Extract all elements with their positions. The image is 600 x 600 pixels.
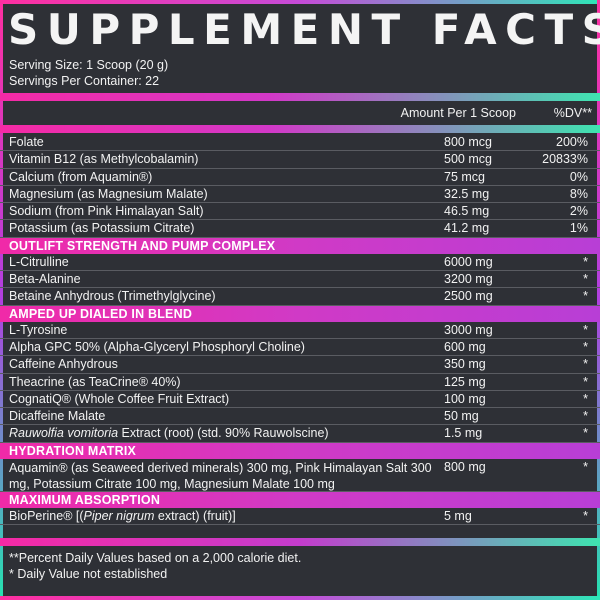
nutrient-amount: 32.5 mg — [444, 186, 490, 201]
table-row: L-Citrulline 6000 mg * — [0, 254, 600, 272]
nutrient-dv: 8% — [569, 186, 588, 201]
ingredient-dv: * — [583, 289, 588, 304]
table-row: Calcium (from Aquamin®) 75 mcg 0% — [0, 169, 600, 186]
ingredient-dv: * — [583, 322, 588, 337]
ingredient-dv: * — [583, 254, 588, 269]
table-row: Theacrine (as TeaCrine® 40%) 125 mg * — [0, 374, 600, 391]
serving-size: Serving Size: 1 Scoop (20 g) — [9, 58, 169, 72]
table-row: Beta-Alanine 3200 mg * — [0, 271, 600, 289]
nutrient-dv: 200% — [556, 135, 588, 149]
ingredient-dv: * — [583, 459, 588, 474]
nutrient-name: Folate — [9, 135, 44, 149]
nutrient-table: Folate 800 mcg 200% Vitamin B12 (as Meth… — [0, 134, 600, 526]
nutrient-name: Calcium (from Aquamin®) — [9, 169, 153, 184]
nutrient-dv: 1% — [569, 221, 588, 236]
ingredient-name: Dicaffeine Malate — [9, 409, 106, 424]
table-row: Dicaffeine Malate 50 mg * — [0, 408, 600, 426]
botanical-name: Rauwolfia vomitoria — [9, 426, 119, 441]
ingredient-amount: 800 mg — [444, 459, 486, 474]
ingredient-name: L-Tyrosine — [9, 322, 68, 337]
ingredient-name: Caffeine Anhydrous — [9, 357, 118, 372]
table-row: Caffeine Anhydrous 350 mg * — [0, 356, 600, 374]
nutrient-amount: 800 mcg — [444, 135, 492, 149]
column-header-row: Amount Per 1 Scoop %DV** — [0, 101, 600, 125]
ingredient-dv: * — [583, 374, 588, 389]
ingredient-amount: 5 mg — [444, 508, 472, 523]
table-row: Potassium (as Potassium Citrate) 41.2 mg… — [0, 220, 600, 238]
table-row: Rauwolfia vomitoria Extract (root) (std.… — [0, 425, 600, 443]
ingredient-name: Rauwolfia vomitoria Extract (root) (std.… — [9, 426, 329, 441]
table-row: Sodium (from Pink Himalayan Salt) 46.5 m… — [0, 203, 600, 221]
ingredient-name-pre: BioPerine® [( — [9, 508, 84, 523]
header-top-rule — [0, 93, 600, 101]
ingredient-dv: * — [583, 391, 588, 406]
nutrient-dv: 2% — [569, 204, 588, 219]
ingredient-name: Theacrine (as TeaCrine® 40%) — [9, 374, 181, 389]
nutrient-amount: 41.2 mg — [444, 221, 490, 236]
footnote-not-established: * Daily Value not established — [9, 567, 168, 581]
table-row: BioPerine® [(Piper nigrum extract) (frui… — [0, 508, 600, 526]
ingredient-amount: 350 mg — [444, 357, 486, 372]
footer-rule — [0, 538, 600, 546]
ingredient-amount: 125 mg — [444, 374, 486, 389]
ingredient-amount: 600 mg — [444, 339, 486, 354]
ingredient-dv: * — [583, 508, 588, 523]
amount-column-header: Amount Per 1 Scoop — [400, 106, 516, 120]
table-row: Folate 800 mcg 200% — [0, 134, 600, 152]
section-header-amped-blend: AMPED UP DIALED IN BLEND — [0, 305, 600, 322]
table-row: L-Tyrosine 3000 mg * — [0, 322, 600, 339]
ingredient-amount: 2500 mg — [444, 289, 493, 304]
ingredient-dv: * — [583, 272, 588, 287]
table-row: Alpha GPC 50% (Alpha-Glyceryl Phosphoryl… — [0, 339, 600, 357]
ingredient-name: CognatiQ® (Whole Coffee Fruit Extract) — [9, 391, 230, 406]
section-header-absorption: MAXIMUM ABSORPTION — [0, 491, 600, 508]
panel-title: SUPPLEMENT FACTS — [8, 5, 600, 54]
ingredient-amount: 3000 mg — [444, 322, 493, 337]
section-header-strength-pump: OUTLIFT STRENGTH AND PUMP COMPLEX — [0, 237, 600, 254]
ingredient-dv: * — [583, 339, 588, 354]
servings-per-container: Servings Per Container: 22 — [9, 74, 160, 88]
section-header-hydration: HYDRATION MATRIX — [0, 442, 600, 459]
ingredient-amount: 1.5 mg — [444, 426, 483, 441]
top-border — [0, 0, 600, 4]
ingredient-name: BioPerine® [(Piper nigrum extract) (frui… — [9, 509, 236, 524]
table-row: CognatiQ® (Whole Coffee Fruit Extract) 1… — [0, 391, 600, 409]
ingredient-name: Aquamin® (as Seaweed derived minerals) 3… — [9, 460, 432, 491]
nutrient-amount: 500 mcg — [444, 152, 492, 167]
table-row: Magnesium (as Magnesium Malate) 32.5 mg … — [0, 186, 600, 204]
footnote-dv-basis: **Percent Daily Values based on a 2,000 … — [9, 551, 302, 565]
ingredient-amount: 3200 mg — [444, 272, 493, 287]
ingredient-name-rest: Extract (root) (std. 90% Rauwolscine) — [118, 426, 329, 441]
nutrient-dv: 20833% — [542, 152, 588, 167]
ingredient-dv: * — [583, 426, 588, 441]
header-bottom-rule — [0, 125, 600, 133]
ingredient-amount: 50 mg — [444, 409, 479, 424]
nutrient-amount: 46.5 mg — [444, 204, 490, 219]
table-row: Betaine Anhydrous (Trimethylglycine) 250… — [0, 288, 600, 306]
table-row: Aquamin® (as Seaweed derived minerals) 3… — [0, 459, 600, 492]
ingredient-name: L-Citrulline — [9, 254, 69, 269]
dv-column-header: %DV** — [553, 106, 592, 120]
left-border — [0, 0, 3, 600]
ingredient-amount: 100 mg — [444, 391, 486, 406]
nutrient-amount: 75 mcg — [444, 169, 485, 184]
bottom-border — [0, 596, 600, 600]
nutrient-name: Magnesium (as Magnesium Malate) — [9, 186, 208, 201]
ingredient-amount: 6000 mg — [444, 254, 493, 269]
ingredient-dv: * — [583, 409, 588, 424]
right-border — [597, 0, 600, 600]
ingredient-name: Alpha GPC 50% (Alpha-Glyceryl Phosphoryl… — [9, 339, 305, 354]
nutrient-dv: 0% — [569, 169, 588, 184]
ingredient-name: Betaine Anhydrous (Trimethylglycine) — [9, 289, 216, 304]
nutrient-name: Potassium (as Potassium Citrate) — [9, 221, 195, 236]
ingredient-name-post: extract) (fruit)] — [154, 508, 236, 523]
nutrient-name: Sodium (from Pink Himalayan Salt) — [9, 204, 204, 219]
ingredient-dv: * — [583, 357, 588, 372]
table-row: Vitamin B12 (as Methylcobalamin) 500 mcg… — [0, 151, 600, 169]
botanical-name: Piper nigrum — [83, 508, 155, 523]
ingredient-name: Beta-Alanine — [9, 272, 81, 287]
nutrient-name: Vitamin B12 (as Methylcobalamin) — [9, 152, 199, 167]
